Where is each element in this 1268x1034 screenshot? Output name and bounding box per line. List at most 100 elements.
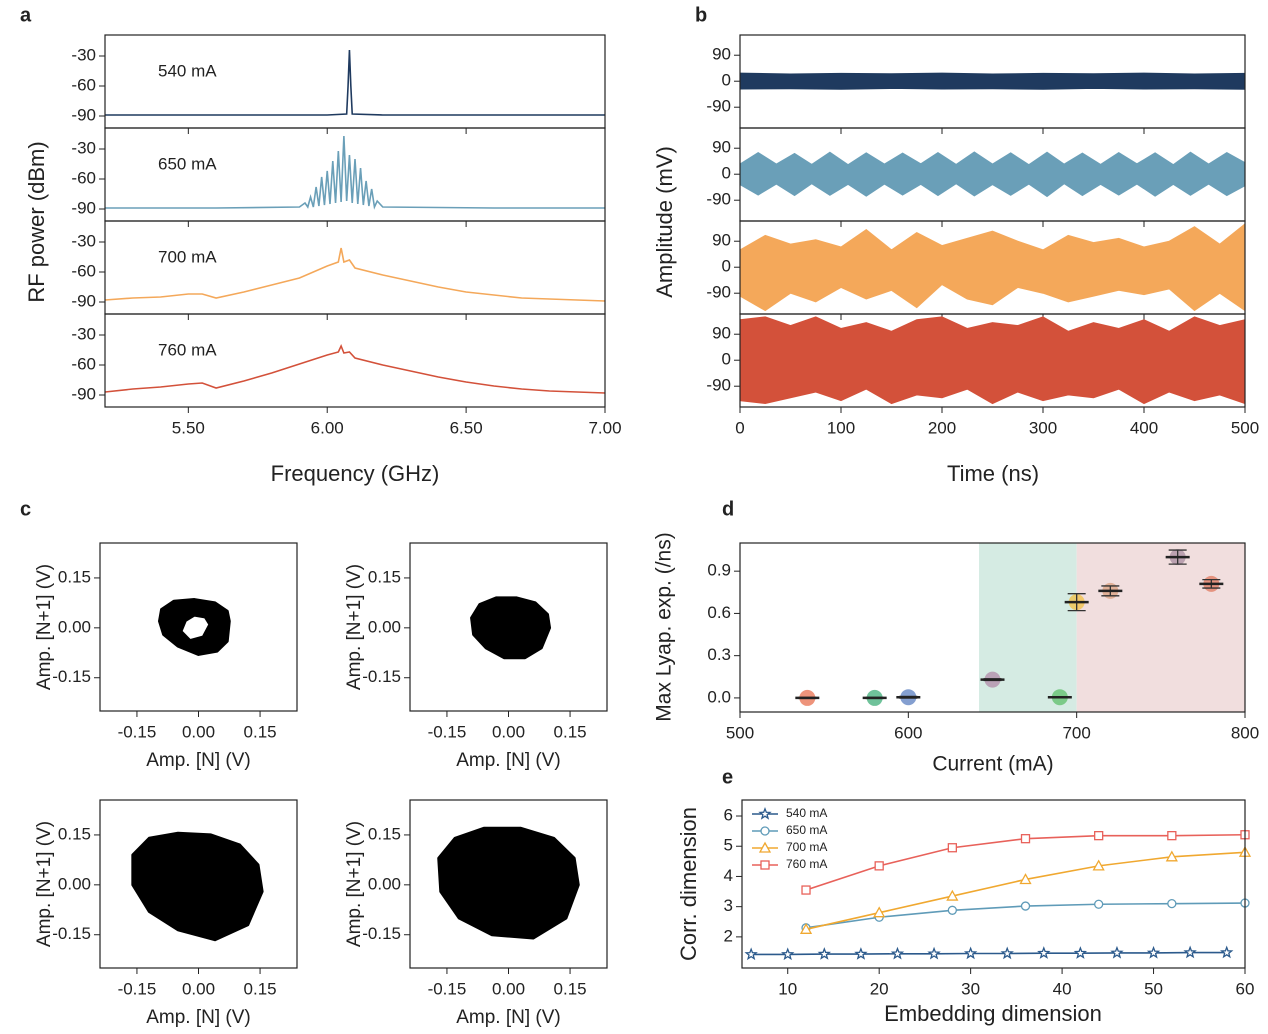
marker: [799, 922, 813, 934]
x-tick-label: 5.50: [172, 418, 205, 437]
attractor: [131, 831, 264, 942]
series-line: [751, 951, 1227, 956]
y-tick-label: 0.15: [368, 567, 401, 586]
x-tick-label: -0.15: [118, 722, 157, 741]
marker: [1073, 946, 1088, 959]
marker: [1020, 834, 1031, 844]
x-axis-title: Amp. [N] (V): [456, 750, 561, 771]
marker: [963, 946, 978, 960]
x-tick-label: 500: [726, 723, 754, 742]
x-tick-label: 700: [1062, 723, 1090, 742]
x-tick-label: 0.15: [554, 722, 587, 741]
attractor: [437, 826, 580, 940]
marker: [1167, 831, 1177, 841]
x-tick-label: -0.15: [428, 722, 467, 741]
y-tick-label: -60: [71, 168, 96, 187]
x-axis-title: Embedding dimension: [884, 1001, 1102, 1026]
x-tick-label: 200: [928, 418, 956, 437]
marker: [744, 947, 758, 961]
y-tick-label: 6: [724, 805, 733, 824]
x-tick-label: -0.15: [118, 979, 157, 998]
panel-label: d: [722, 498, 734, 520]
x-tick-label: -0.15: [428, 979, 467, 998]
legend-marker: [760, 860, 770, 870]
x-tick-label: 400: [1130, 418, 1158, 437]
y-tick-label: 3: [724, 896, 733, 915]
attractor: [470, 596, 552, 660]
marker: [854, 947, 868, 960]
y-tick-label: -90: [71, 198, 96, 217]
x-tick-label: 60: [1236, 979, 1255, 998]
x-tick-label: 6.50: [450, 418, 483, 437]
trace-label: 540 mA: [158, 61, 217, 80]
x-tick-label: 0.15: [244, 722, 277, 741]
x-tick-label: 0.00: [182, 722, 215, 741]
x-tick-label: 7.00: [588, 418, 621, 437]
x-tick-label: 800: [1231, 723, 1259, 742]
y-axis-title: Amp. [N+1] (V): [34, 564, 55, 690]
plot-frame: [741, 799, 1246, 969]
marker: [801, 885, 811, 895]
legend-marker: [760, 826, 770, 836]
marker: [1019, 873, 1032, 885]
y-axis-title: Corr. dimension: [676, 807, 701, 961]
y-tick-label: -30: [71, 45, 96, 64]
y-tick-label: 4: [724, 866, 733, 885]
x-tick-label: 30: [961, 979, 980, 998]
y-tick-label: -90: [706, 283, 731, 302]
y-tick-label: 90: [712, 231, 731, 250]
y-tick-label: 0.00: [368, 874, 401, 893]
panel-label: b: [695, 4, 707, 26]
y-tick-label: 0: [722, 350, 731, 369]
panel-label: c: [20, 498, 31, 520]
y-tick-label: 0: [722, 257, 731, 276]
x-tick-label: 6.00: [311, 418, 344, 437]
trace-label: 760 mA: [158, 340, 217, 359]
x-tick-label: 40: [1053, 979, 1072, 998]
y-tick-label: -60: [71, 261, 96, 280]
y-tick-label: -30: [71, 231, 96, 250]
x-tick-label: 0.15: [554, 979, 587, 998]
regime-shading: [1076, 543, 1245, 712]
y-axis-title: Amp. [N+1] (V): [34, 821, 55, 947]
x-tick-label: 0.00: [182, 979, 215, 998]
y-tick-label: 5: [724, 836, 733, 855]
y-tick-label: -0.15: [52, 667, 91, 686]
legend-label: 700 mA: [786, 840, 827, 854]
marker: [1167, 898, 1177, 909]
y-tick-label: 0.6: [707, 603, 731, 622]
marker: [873, 906, 886, 918]
legend-label: 760 mA: [786, 857, 827, 871]
y-tick-label: -60: [71, 75, 96, 94]
y-tick-label: -0.15: [52, 924, 91, 943]
y-tick-label: 90: [712, 45, 731, 64]
y-axis-title: Amp. [N+1] (V): [344, 564, 365, 690]
y-tick-label: -30: [71, 138, 96, 157]
x-tick-label: 100: [827, 418, 855, 437]
y-tick-label: -0.15: [362, 924, 401, 943]
marker: [947, 905, 957, 915]
marker: [1183, 945, 1197, 959]
y-tick-label: 0: [722, 71, 731, 90]
waveform-envelope: [739, 222, 1246, 312]
marker: [1020, 901, 1031, 911]
plot-frame: [739, 542, 1246, 713]
y-tick-label: -90: [71, 291, 96, 310]
attractor-hole: [181, 615, 210, 641]
y-tick-label: -90: [706, 97, 731, 116]
x-tick-label: 10: [778, 979, 797, 998]
waveform-envelope: [739, 316, 1246, 405]
panel-label: a: [20, 4, 32, 26]
spectrum-line: [105, 49, 605, 116]
y-tick-label: -30: [71, 324, 96, 343]
y-tick-label: 2: [724, 926, 733, 945]
y-tick-label: 90: [712, 138, 731, 157]
waveform-envelope: [739, 151, 1246, 198]
marker: [1000, 946, 1014, 960]
x-axis-title: Frequency (GHz): [271, 461, 440, 486]
x-tick-label: 300: [1029, 418, 1057, 437]
x-tick-label: 500: [1231, 418, 1259, 437]
marker: [927, 946, 941, 960]
x-axis-title: Amp. [N] (V): [456, 1007, 561, 1028]
